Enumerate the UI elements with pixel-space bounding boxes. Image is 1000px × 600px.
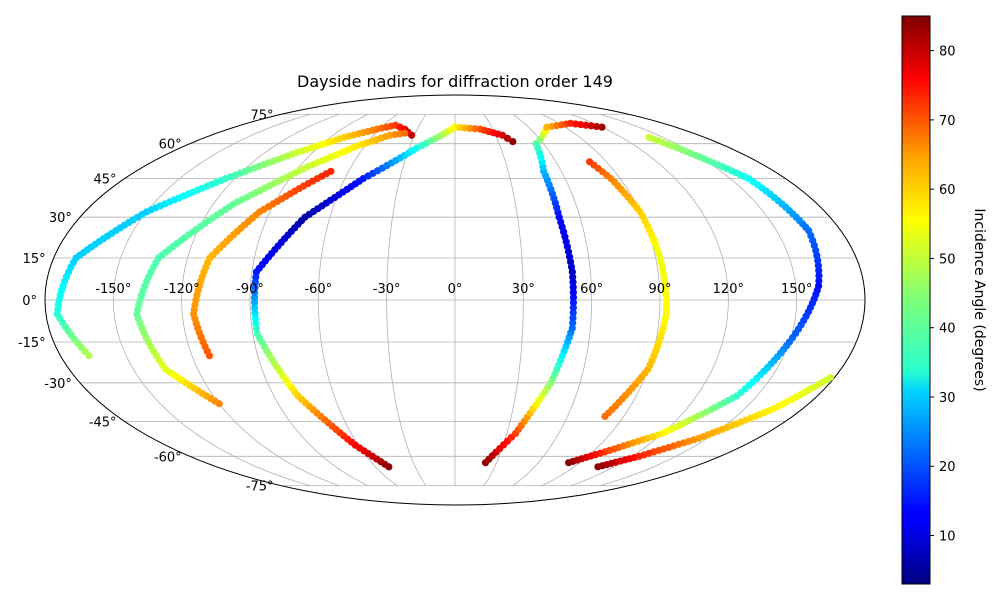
nadir-point [251,304,259,312]
latitude-tick-label: -30° [44,377,72,392]
nadir-point [509,137,517,146]
longitude-tick-label: -120° [164,282,200,297]
latitude-tick-label: 60° [159,138,182,153]
nadir-point [251,283,259,291]
nadir-point [503,134,512,142]
colorbar-tick-label: 40 [939,322,956,337]
nadir-point [587,122,595,130]
colorbar-tick-label: 60 [939,183,956,198]
longitude-tick-label: -150° [95,282,131,297]
data-points [53,119,834,471]
colorbar-tick-label: 20 [939,460,956,475]
nadir-point [815,277,823,285]
longitude-tick-label: 0° [448,282,463,297]
colorbar-label: Incidence Angle (degrees) [971,208,987,391]
nadir-point [401,129,409,137]
nadir-point [471,125,479,133]
nadir-point [569,314,577,322]
longitude-tick-label: 150° [781,282,812,297]
nadir-point [251,309,259,317]
nadir-point [585,158,594,166]
map-boundary [44,94,866,506]
nadir-point [251,288,259,297]
nadir-point [569,309,577,317]
longitude-gridline [181,113,340,487]
colorbar: 10 20 30 40 50 60 70 80 Incidence Angle (degree… [901,15,987,585]
nadir-point [815,272,823,280]
longitude-tick-label: 30° [512,282,535,297]
nadir-point [662,300,670,308]
colorbar-tick-label: 80 [939,45,956,60]
nadir-point [662,305,671,313]
latitude-tick-labels: -75° -60° -45° -30° -15° 0° 15° 30° 45° 60° 75° [18,108,274,494]
nadir-point [569,288,577,296]
nadir-point [569,298,578,307]
nadir-point [662,310,670,318]
latitude-tick-label: 0° [22,294,37,309]
latitude-tick-label: -60° [154,450,182,465]
longitude-tick-labels: -150° -120° -90° -60° -30° 0° 30° 60° 90° 120° 150… [95,282,812,297]
nadir-point [662,295,670,303]
latitude-tick-label: 45° [94,173,117,188]
longitude-gridline [112,113,311,487]
longitude-gridline [512,113,593,487]
nadir-point [594,463,602,471]
longitude-tick-label: -60° [304,282,332,297]
nadir-point [577,120,585,129]
longitude-tick-label: 90° [648,282,671,297]
longitude-gridline [541,113,661,487]
longitude-gridline [386,114,427,486]
nadir-point [569,304,577,312]
colorbar-tick-label: 50 [939,252,956,267]
colorbar-tick-label: 70 [939,114,956,129]
colorbar-tick-label: 30 [939,391,956,406]
nadir-point [327,167,335,175]
nadir-point [592,122,601,131]
longitude-gridline [317,113,398,487]
chart-title: Dayside nadirs for diffraction order 149 [297,72,613,91]
nadir-point [569,278,577,286]
nadir-point [251,314,259,322]
latitude-tick-label: -75° [246,480,274,495]
nadir-point [565,459,573,467]
nadir-point [569,293,578,302]
nadir-point [582,121,590,129]
latitude-tick-label: 30° [49,211,72,226]
latitude-tick-label: -45° [89,415,117,430]
nadir-point [569,319,577,327]
longitude-tick-label: 120° [713,282,744,297]
colorbar-gradient [901,15,931,585]
nadir-point [250,299,259,307]
nadir-point [569,283,577,291]
colorbar-tick-label: 10 [939,530,956,545]
longitude-gridline [249,113,369,487]
nadir-point [408,131,416,139]
nadir-point [250,294,259,302]
latitude-tick-label: -15° [18,336,46,351]
colorbar-ticks: 10 20 30 40 50 60 70 80 [930,45,956,545]
latitude-tick-label: 75° [250,108,273,123]
nadir-point [598,123,606,131]
longitude-tick-label: -30° [373,282,401,297]
longitude-tick-label: -90° [236,282,264,297]
latitude-tick-label: 15° [23,252,46,267]
nadir-point [815,267,823,275]
longitude-gridline [483,114,524,486]
graticule-grid [45,113,865,487]
longitude-tick-label: 60° [580,282,603,297]
